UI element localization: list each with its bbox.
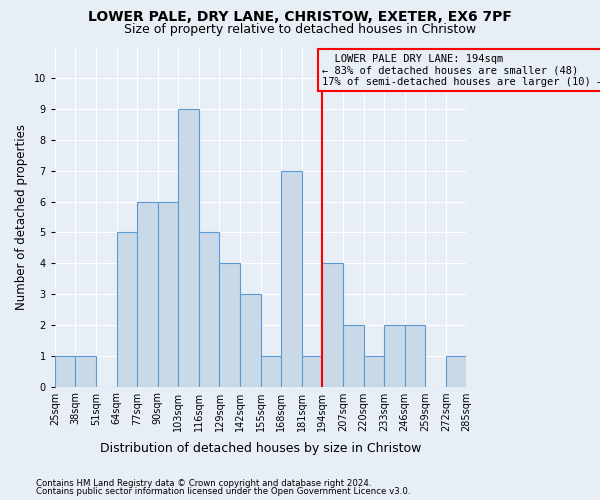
Bar	[302, 356, 322, 386]
Bar	[343, 325, 364, 386]
Bar	[281, 171, 302, 386]
X-axis label: Distribution of detached houses by size in Christow: Distribution of detached houses by size …	[100, 442, 421, 455]
Bar	[364, 356, 384, 386]
Y-axis label: Number of detached properties: Number of detached properties	[15, 124, 28, 310]
Bar	[137, 202, 158, 386]
Bar	[220, 263, 240, 386]
Bar	[446, 356, 466, 386]
Bar	[158, 202, 178, 386]
Bar	[260, 356, 281, 386]
Text: Contains HM Land Registry data © Crown copyright and database right 2024.: Contains HM Land Registry data © Crown c…	[36, 478, 371, 488]
Bar	[76, 356, 96, 386]
Bar	[178, 109, 199, 386]
Text: LOWER PALE, DRY LANE, CHRISTOW, EXETER, EX6 7PF: LOWER PALE, DRY LANE, CHRISTOW, EXETER, …	[88, 10, 512, 24]
Bar	[240, 294, 260, 386]
Text: Size of property relative to detached houses in Christow: Size of property relative to detached ho…	[124, 22, 476, 36]
Text: Contains public sector information licensed under the Open Government Licence v3: Contains public sector information licen…	[36, 487, 410, 496]
Bar	[55, 356, 76, 386]
Bar	[384, 325, 405, 386]
Bar	[116, 232, 137, 386]
Text: LOWER PALE DRY LANE: 194sqm  
← 83% of detached houses are smaller (48)
17% of s: LOWER PALE DRY LANE: 194sqm ← 83% of det…	[322, 54, 600, 87]
Bar	[322, 263, 343, 386]
Bar	[199, 232, 220, 386]
Bar	[405, 325, 425, 386]
